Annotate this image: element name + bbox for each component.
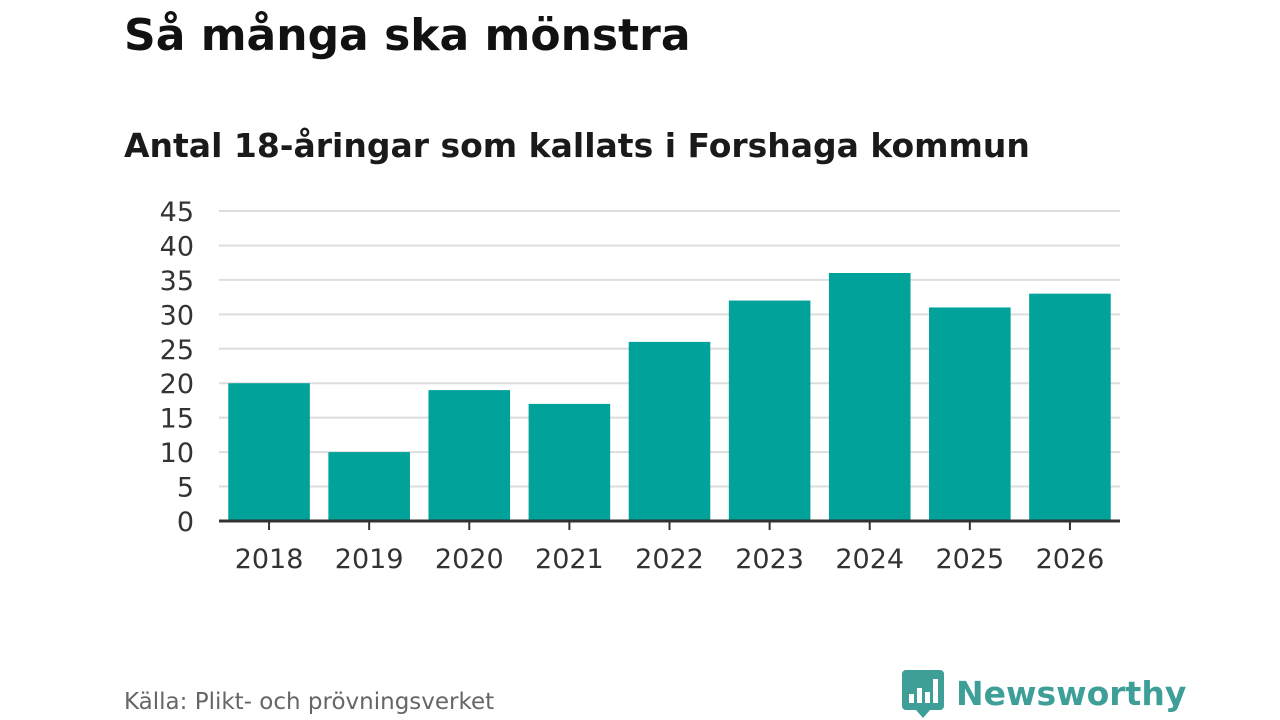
x-tick-label: 2019 [335, 544, 404, 575]
source-note: Källa: Plikt- och prövningsverket [124, 689, 495, 715]
y-tick-label: 20 [160, 369, 194, 400]
bar-2020 [428, 390, 511, 521]
bar-2025 [929, 307, 1011, 521]
y-tick-label: 40 [160, 231, 194, 262]
bar-2026 [1029, 293, 1111, 521]
bar-2018 [228, 383, 310, 521]
chart-title: Så många ska mönstra [124, 10, 691, 61]
y-tick-label: 30 [160, 300, 194, 331]
x-tick-label: 2023 [735, 544, 804, 575]
y-tick-label: 25 [160, 335, 194, 366]
y-tick-label: 35 [160, 266, 194, 297]
bar-2019 [328, 452, 410, 521]
y-tick-label: 45 [160, 197, 194, 228]
x-tick-label: 2024 [835, 544, 904, 575]
x-tick-label: 2018 [235, 544, 304, 575]
bar-2023 [728, 300, 811, 521]
x-tick-label: 2022 [635, 544, 704, 575]
brand-name: Newsworthy [956, 674, 1187, 713]
x-tick-label: 2025 [935, 544, 1004, 575]
bars [228, 273, 1111, 521]
x-tick-label: 2020 [435, 544, 504, 575]
bar-2021 [528, 403, 611, 521]
x-tick-label: 2026 [1036, 544, 1105, 575]
bar-2024 [828, 273, 911, 521]
x-tick-label: 2021 [535, 544, 604, 575]
y-tick-label: 15 [160, 404, 194, 435]
newsworthy-logo-icon [902, 670, 944, 718]
y-tick-label: 5 [177, 473, 194, 504]
x-axis: 2018 2019 2020 2021 2022 2023 2024 2025 2026 [219, 519, 1120, 575]
bar-2022 [628, 341, 711, 521]
chart-subtitle: Antal 18-åringar som kallats i Forshaga … [124, 126, 1030, 165]
y-tick-label: 10 [160, 438, 194, 469]
brand-logo[interactable]: Newsworthy [902, 670, 1186, 718]
y-tick-label: 0 [177, 507, 194, 538]
